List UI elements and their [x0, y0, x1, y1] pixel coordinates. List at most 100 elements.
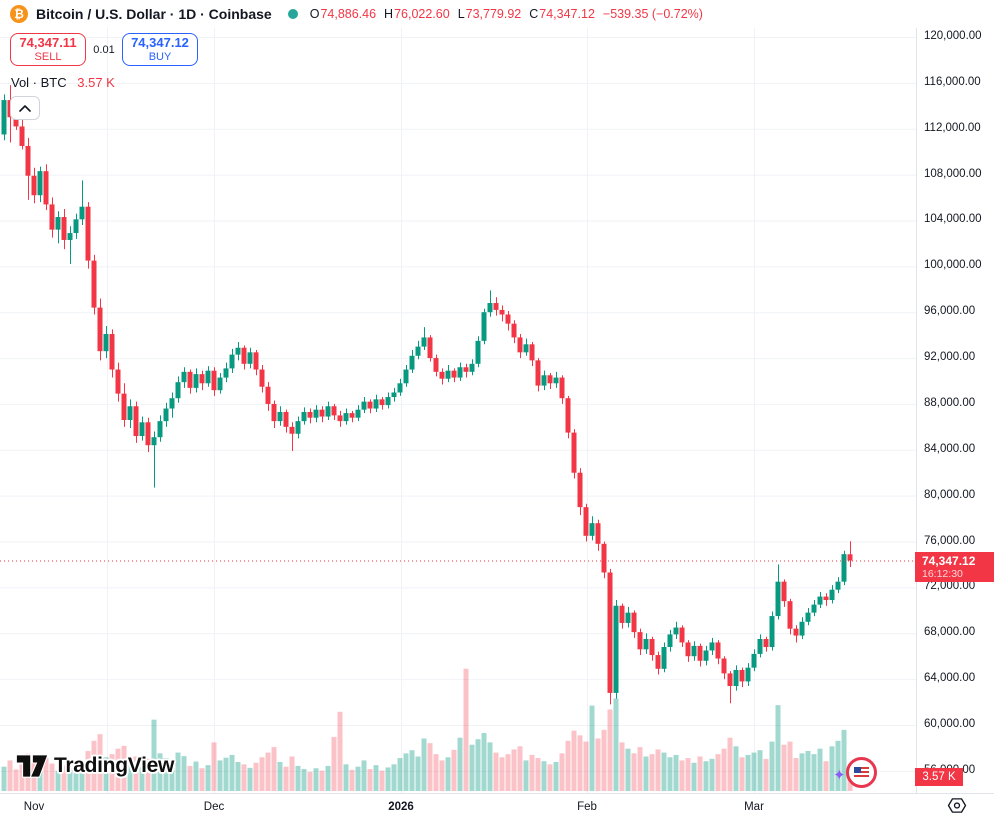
volume-bar — [79, 769, 85, 791]
candle-body — [133, 406, 139, 437]
volume-bar — [499, 757, 505, 791]
axis-settings-button[interactable] — [947, 797, 967, 814]
volume-bar — [217, 760, 223, 791]
flag-cursor-marker: ✦ — [833, 755, 881, 797]
volume-bar — [199, 768, 205, 791]
volume-bar — [427, 743, 433, 791]
candle-body — [613, 605, 619, 693]
volume-bar — [361, 760, 367, 791]
time-tick-label: 2026 — [388, 801, 414, 813]
volume-bar — [619, 742, 625, 791]
volume-bar — [721, 748, 727, 791]
current-price-label: 74,347.12 16:12:30 — [915, 552, 994, 583]
candle-body — [709, 642, 715, 651]
candle-body — [1, 100, 7, 135]
candle-body — [157, 421, 163, 438]
volume-bar — [727, 737, 733, 791]
candle-body — [727, 673, 733, 687]
volume-legend[interactable]: Vol · BTC 3.57 K — [11, 75, 115, 90]
bar-countdown: 16:12:30 — [922, 567, 963, 580]
volume-bar — [589, 705, 595, 791]
time-tick-label: Nov — [23, 801, 45, 813]
volume-bar — [229, 754, 235, 791]
volume-bar — [313, 768, 319, 791]
sell-label: SELL — [34, 50, 62, 63]
candle-body — [655, 655, 661, 669]
price-axis[interactable]: 120,000.00 116,000.00 112,000.00 108,000.00… — [916, 0, 994, 793]
candle-body — [211, 370, 217, 391]
candle-body — [313, 409, 319, 418]
volume-bar — [91, 740, 97, 791]
time-tick-label: Mar — [744, 801, 764, 813]
candle-body — [583, 507, 589, 536]
collapse-legend-button[interactable] — [10, 96, 40, 120]
volume-bar — [487, 742, 493, 791]
volume-bar — [205, 765, 211, 791]
candle-body — [301, 411, 307, 422]
volume-bar — [535, 758, 541, 791]
candle-body — [631, 612, 637, 633]
candle-body — [391, 392, 397, 398]
volume-bar — [841, 729, 847, 791]
volume-bar — [289, 756, 295, 791]
candle-body — [535, 360, 541, 386]
volume-bar — [343, 764, 349, 791]
volume-bar — [211, 742, 217, 791]
price-tick-label: 96,000.00 — [924, 305, 976, 318]
volume-bar — [811, 754, 817, 791]
volume-bar — [55, 770, 61, 791]
candle-body — [175, 382, 181, 399]
market-status-dot-icon[interactable] — [287, 9, 298, 19]
volume-bar — [745, 754, 751, 791]
current-volume-badge: 3.57 K — [915, 768, 963, 786]
candle-body — [331, 406, 337, 416]
candle-body — [403, 369, 409, 384]
volume-bar — [769, 741, 775, 791]
candle-body — [181, 371, 187, 383]
sell-button[interactable]: 74,347.11 SELL — [10, 33, 86, 66]
volume-bar — [523, 760, 529, 791]
volume-bar — [103, 757, 109, 791]
candle-body — [427, 337, 433, 359]
candlestick-chart[interactable] — [0, 0, 916, 793]
volume-legend-value: 3.57 K — [77, 75, 115, 90]
change-value: −539.35 (−0.72%) — [602, 7, 703, 21]
candle-body — [739, 669, 745, 682]
volume-bar — [409, 750, 415, 791]
candle-body — [31, 175, 37, 196]
candle-body — [25, 145, 31, 176]
candle-body — [121, 393, 127, 420]
candle-body — [811, 604, 817, 613]
candle-body — [829, 589, 835, 601]
candle-body — [463, 367, 469, 372]
symbol-title[interactable]: Bitcoin / U.S. Dollar · 1D · Coinbase — [36, 6, 272, 22]
candle-body — [433, 358, 439, 372]
tradingview-watermark-text: TradingView — [54, 754, 175, 777]
candle-body — [241, 347, 247, 364]
candle-body — [601, 543, 607, 573]
candle-body — [781, 581, 787, 602]
candle-body — [13, 117, 19, 127]
close-value: 74,347.12 — [539, 7, 595, 21]
buy-button[interactable]: 74,347.12 BUY — [122, 33, 198, 66]
volume-bar — [43, 758, 49, 791]
candle-body — [595, 523, 601, 544]
volume-bar — [133, 756, 139, 791]
candle-body — [547, 375, 553, 384]
candle-body — [373, 399, 379, 409]
candle-body — [97, 307, 103, 352]
candle-body — [637, 632, 643, 650]
time-axis[interactable]: Nov Dec 2026 Feb Mar — [0, 793, 994, 819]
volume-bar — [505, 754, 511, 791]
candle-body — [469, 363, 475, 372]
tradingview-watermark[interactable]: TradingView — [16, 753, 174, 779]
volume-bar — [685, 758, 691, 791]
volume-bar — [223, 757, 229, 791]
candle-body — [265, 386, 271, 404]
candle-body — [733, 669, 739, 687]
open-label: O — [309, 7, 320, 21]
settings-hexagon-icon — [947, 798, 967, 813]
volume-bar — [127, 761, 133, 791]
candle-body — [475, 340, 481, 364]
